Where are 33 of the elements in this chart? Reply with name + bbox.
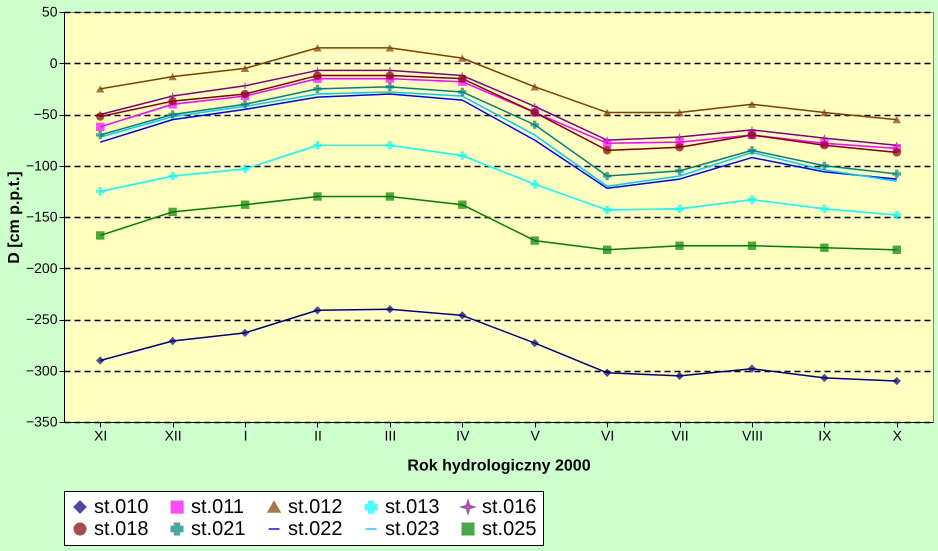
- legend-label: st.010: [94, 496, 148, 518]
- x-tick-label: XI: [94, 428, 108, 444]
- x-tick-label: V: [530, 428, 541, 444]
- y-tick-label: −100: [26, 157, 58, 174]
- x-tick-label: VIII: [742, 428, 763, 444]
- y-tick-label: −150: [26, 208, 58, 224]
- legend-label: st.022: [288, 518, 342, 540]
- legend-label: st.013: [385, 496, 440, 518]
- legend-label: st.012: [288, 496, 342, 518]
- legend-label: st.016: [482, 496, 536, 518]
- x-tick-label: VI: [601, 428, 614, 444]
- x-tick-label: XII: [164, 428, 182, 444]
- x-tick-label: VII: [671, 428, 689, 444]
- x-tick-label: IX: [818, 428, 832, 444]
- x-tick-label: I: [244, 428, 248, 444]
- x-tick-label: II: [314, 428, 322, 444]
- y-axis-title: D [cm p.p.t.]: [6, 171, 23, 264]
- legend-label: st.011: [191, 496, 244, 518]
- x-axis-title: Rok hydrologiczny 2000: [407, 458, 591, 474]
- y-tick-label: −250: [26, 311, 58, 327]
- y-tick-label: −200: [26, 260, 58, 276]
- y-tick-label: −350: [26, 414, 58, 430]
- y-tick-label: 50: [42, 4, 58, 20]
- legend-label: st.018: [94, 518, 148, 540]
- y-tick-label: −300: [26, 362, 58, 378]
- legend-label: st.025: [482, 518, 536, 540]
- x-tick-label: IV: [456, 428, 470, 444]
- x-tick-label: X: [892, 428, 903, 444]
- y-tick-label: −50: [34, 106, 58, 122]
- legend-label: st.021: [191, 518, 246, 540]
- y-tick-label: 0: [50, 54, 58, 71]
- x-tick-label: III: [384, 428, 396, 444]
- legend-label: st.023: [385, 518, 440, 540]
